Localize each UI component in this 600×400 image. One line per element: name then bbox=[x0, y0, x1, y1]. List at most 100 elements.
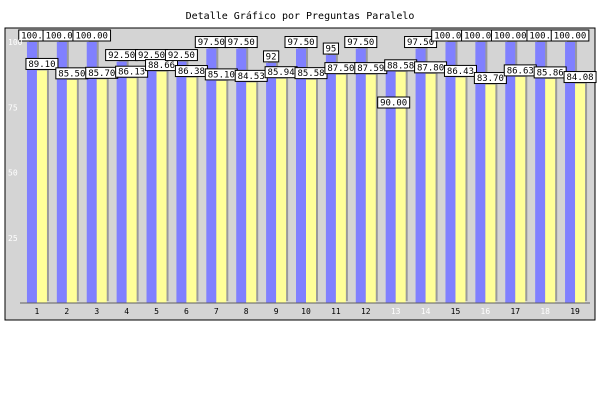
data-label-series-1-box bbox=[263, 50, 280, 63]
data-label-series-1-box bbox=[322, 42, 339, 55]
data-label-series-1: 95 bbox=[325, 45, 336, 55]
data-label-series-2: 88.66 bbox=[148, 61, 175, 71]
bar-series-1 bbox=[86, 42, 97, 303]
bar-series-1 bbox=[56, 42, 67, 303]
bar-series-2 bbox=[425, 73, 436, 303]
bar-series-1 bbox=[116, 61, 127, 304]
data-label-series-2-box bbox=[443, 64, 477, 77]
data-label-series-1: 92.50 bbox=[108, 51, 135, 61]
bar-series-2 bbox=[575, 83, 586, 303]
data-label-series-1: 92 bbox=[266, 52, 277, 62]
x-tick-label: 15 bbox=[451, 307, 461, 316]
data-label-series-2: 85.70 bbox=[88, 69, 115, 79]
y-tick-label: 25 bbox=[8, 234, 18, 243]
data-label-series-1: 100.00 bbox=[434, 32, 467, 42]
bar-series-1 bbox=[176, 61, 187, 304]
x-tick-label: 10 bbox=[301, 307, 311, 316]
data-label-series-1: 97.50 bbox=[407, 38, 434, 48]
data-label-series-2: 85.58 bbox=[297, 69, 324, 79]
data-label-series-1: 92.50 bbox=[168, 51, 195, 61]
data-label-series-1: 97.50 bbox=[287, 38, 314, 48]
data-label-series-2: 87.50 bbox=[327, 64, 354, 74]
data-label-series-1: 100. bbox=[529, 32, 551, 42]
bar-series-1 bbox=[236, 48, 247, 304]
data-label-extra: 90.00 bbox=[380, 99, 407, 109]
bar-series-2 bbox=[126, 78, 137, 303]
data-label-series-2: 88.58 bbox=[387, 61, 414, 71]
bar-series-2 bbox=[96, 79, 107, 303]
data-label-series-1-box bbox=[72, 29, 112, 42]
bar-series-1 bbox=[325, 55, 336, 303]
data-label-series-1: 100.00 bbox=[46, 32, 79, 42]
data-label-series-2-box bbox=[25, 57, 59, 70]
bar-series-2 bbox=[485, 84, 496, 303]
data-label-series-1-box bbox=[164, 49, 198, 62]
x-tick-label: 7 bbox=[214, 307, 219, 316]
y-tick-label: 100 bbox=[8, 38, 23, 47]
bar-series-2 bbox=[216, 80, 227, 303]
data-label-series-2-box bbox=[473, 72, 507, 85]
x-tick-label: 1 bbox=[35, 307, 40, 316]
data-label-series-1: 97.50 bbox=[198, 38, 225, 48]
bar-series-2 bbox=[186, 77, 197, 303]
data-label-series-1: 100.00 bbox=[554, 32, 587, 42]
bar-series-1 bbox=[206, 48, 217, 304]
data-label-extra-box bbox=[377, 96, 411, 109]
x-tick-label: 9 bbox=[274, 307, 279, 316]
bar-series-2 bbox=[515, 76, 526, 304]
bar-series-1 bbox=[26, 42, 37, 303]
x-tick-label: 16 bbox=[481, 307, 491, 316]
data-label-series-2: 86.43 bbox=[447, 67, 474, 77]
bar-series-1 bbox=[535, 42, 546, 303]
data-label-series-2: 87.80 bbox=[417, 63, 444, 73]
data-label-series-2-box bbox=[563, 71, 597, 84]
x-tick-label: 2 bbox=[64, 307, 69, 316]
data-label-series-2: 86.63 bbox=[507, 66, 534, 76]
bar-series-2 bbox=[156, 71, 167, 303]
data-label-series-1: 97.50 bbox=[347, 38, 374, 48]
data-label-series-2: 85.86 bbox=[537, 68, 564, 78]
bar-series-2 bbox=[276, 78, 287, 304]
bar-series-1 bbox=[266, 62, 277, 303]
data-label-series-2: 87.59 bbox=[357, 64, 384, 74]
data-label-series-1-box bbox=[284, 36, 318, 49]
data-label-series-2: 86.13 bbox=[118, 68, 145, 78]
x-tick-label: 3 bbox=[94, 307, 99, 316]
data-label-series-1: 100.00 bbox=[75, 32, 108, 42]
x-tick-label: 11 bbox=[331, 307, 341, 316]
data-label-series-2: 84.08 bbox=[567, 73, 594, 83]
data-label-series-2: 83.70 bbox=[477, 74, 504, 84]
data-label-series-1: 100.00 bbox=[494, 32, 527, 42]
bar-series-1 bbox=[385, 68, 396, 303]
x-tick-label: 14 bbox=[421, 307, 431, 316]
bar-series-1 bbox=[475, 42, 486, 303]
bar-series-1 bbox=[296, 48, 306, 304]
data-label-series-1: 92.50 bbox=[138, 51, 165, 61]
bar-series-2 bbox=[66, 79, 77, 303]
bar-series-2 bbox=[365, 74, 376, 303]
data-label-series-1-box bbox=[550, 29, 590, 42]
data-label-series-1-box bbox=[404, 36, 438, 49]
bar-series-1 bbox=[505, 42, 516, 303]
bar-series-2 bbox=[306, 79, 316, 303]
x-tick-label: 4 bbox=[124, 307, 129, 316]
x-tick-label: 5 bbox=[154, 307, 159, 316]
data-label-series-1: 97.50 bbox=[228, 38, 255, 48]
bar-series-1 bbox=[146, 61, 157, 304]
data-label-series-1-box bbox=[344, 36, 378, 49]
bar-series-1 bbox=[445, 42, 456, 303]
bar-series-2 bbox=[246, 82, 257, 303]
data-label-series-1: 100.00 bbox=[464, 32, 497, 42]
x-tick-label: 6 bbox=[184, 307, 189, 316]
x-tick-label: 18 bbox=[540, 307, 550, 316]
x-tick-label: 13 bbox=[391, 307, 401, 316]
bar-series-1 bbox=[415, 48, 426, 304]
data-label-series-2: 85.50 bbox=[58, 69, 85, 79]
x-tick-label: 12 bbox=[361, 307, 371, 316]
x-tick-label: 19 bbox=[570, 307, 580, 316]
data-label-series-2-box bbox=[115, 65, 149, 78]
data-label-series-2: 85.94 bbox=[268, 68, 295, 78]
bars-layer bbox=[26, 40, 588, 304]
bar-series-2 bbox=[395, 71, 406, 303]
